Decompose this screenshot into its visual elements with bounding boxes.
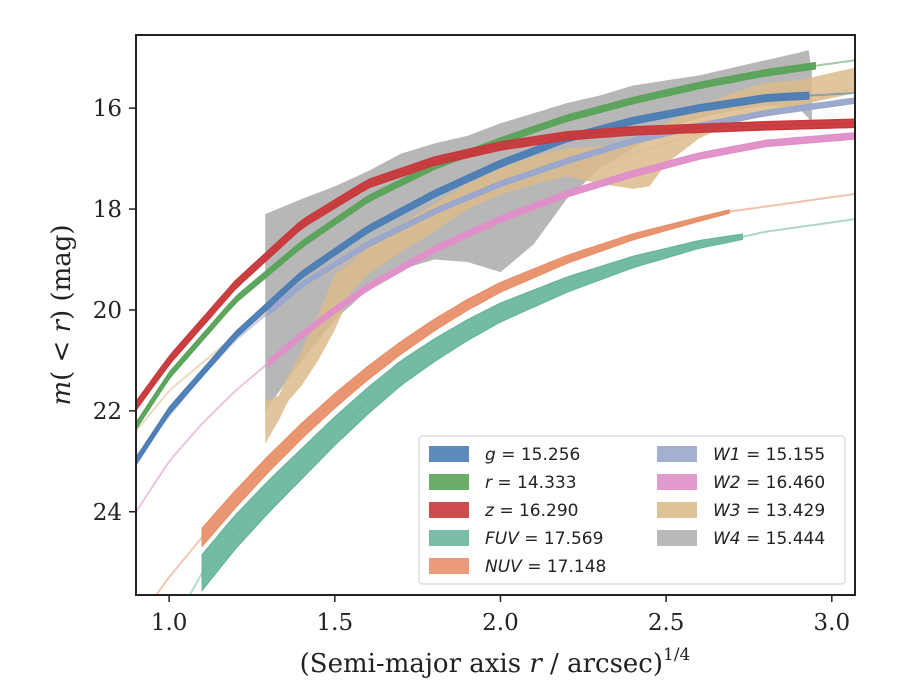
x-axis-label: (Semi-major axis r / arcsec)1/4 — [300, 645, 691, 679]
y-tick-label: 20 — [93, 298, 122, 324]
series-w4 — [265, 50, 812, 411]
legend-item-w1: W1 = 15.155 — [657, 445, 825, 465]
legend-swatch — [657, 474, 697, 490]
series-w2 — [136, 132, 855, 513]
legend-label: FUV = 17.569 — [485, 529, 603, 549]
legend-swatch — [429, 474, 469, 490]
x-tick-label: 2.0 — [482, 610, 519, 636]
legend-items: g = 15.256 r = 14.333 z = 16.290 FUV = 17.5… — [429, 445, 825, 577]
legend-label: NUV = 17.148 — [485, 557, 606, 577]
legend-item-w4: W4 = 15.444 — [657, 529, 825, 549]
legend-swatch — [657, 446, 697, 462]
series-r-profile — [136, 61, 816, 431]
series-nuv-faint-extension — [154, 536, 204, 595]
legend-item-fuv: FUV = 17.569 — [429, 529, 603, 549]
legend-label: r = 14.333 — [485, 473, 577, 493]
legend-swatch — [657, 530, 697, 546]
series-layer — [136, 50, 855, 595]
series-w2-profile — [267, 132, 855, 368]
legend: g = 15.256 r = 14.333 z = 16.290 FUV = 17.5… — [418, 435, 846, 585]
series-w1 — [136, 97, 855, 457]
series-w1-profile — [267, 97, 855, 317]
legend-swatch — [429, 502, 469, 518]
legend-item-r: r = 14.333 — [429, 473, 577, 493]
legend-item-nuv: NUV = 17.148 — [429, 557, 606, 577]
series-nuv — [154, 192, 855, 595]
legend-label: W1 = 15.155 — [713, 445, 825, 465]
x-tick-label: 1.5 — [317, 610, 354, 636]
legend-swatch — [657, 502, 697, 518]
legend-item-w2: W2 = 16.460 — [657, 473, 825, 493]
y-tick-label: 16 — [93, 96, 122, 122]
legend-item-g: g = 15.256 — [429, 445, 580, 465]
series-nuv-profile — [201, 209, 730, 548]
ticks-layer: 1.0 1.5 2.0 2.5 3.0 16 18 20 22 24 — [93, 96, 850, 636]
series-fuv — [188, 218, 855, 595]
series-w4-band — [265, 50, 812, 411]
legend-item-z: z = 16.290 — [429, 501, 578, 521]
y-tick-label: 24 — [93, 500, 122, 526]
legend-box — [418, 435, 846, 585]
x-tick-label: 3.0 — [814, 610, 851, 636]
legend-label: g = 15.256 — [485, 445, 580, 465]
legend-label: W3 = 13.429 — [713, 501, 825, 521]
series-fuv-faint-extension — [188, 571, 204, 595]
legend-item-w3: W3 = 13.429 — [657, 501, 825, 521]
series-g-profile — [136, 91, 810, 466]
legend-swatch — [429, 530, 469, 546]
legend-label: W2 = 16.460 — [713, 473, 825, 493]
legend-label: W4 = 15.444 — [713, 529, 825, 549]
y-tick-label: 18 — [93, 197, 122, 223]
x-tick-label: 2.5 — [648, 610, 685, 636]
y-tick-label: 22 — [93, 399, 122, 425]
legend-swatch — [429, 446, 469, 462]
series-z — [136, 118, 855, 412]
legend-swatch — [429, 558, 469, 574]
series-z-profile — [136, 118, 855, 412]
series-fuv-profile — [201, 233, 744, 593]
series-g — [136, 91, 855, 466]
y-axis-label: m( < r) (mag) — [47, 224, 77, 405]
legend-label: z = 16.290 — [484, 501, 578, 521]
plot-frame — [135, 34, 856, 596]
x-tick-label: 1.0 — [151, 610, 188, 636]
